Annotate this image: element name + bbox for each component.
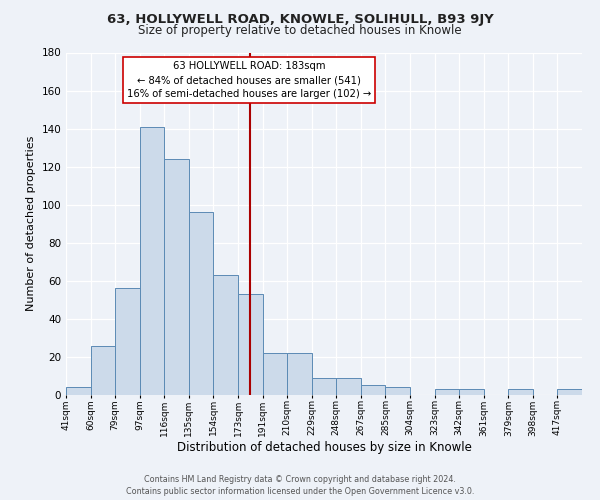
Text: 63, HOLLYWELL ROAD, KNOWLE, SOLIHULL, B93 9JY: 63, HOLLYWELL ROAD, KNOWLE, SOLIHULL, B9… <box>107 12 493 26</box>
Text: 63 HOLLYWELL ROAD: 183sqm
← 84% of detached houses are smaller (541)
16% of semi: 63 HOLLYWELL ROAD: 183sqm ← 84% of detac… <box>127 61 371 99</box>
Bar <box>115 288 140 395</box>
Bar <box>66 388 91 395</box>
Bar <box>189 212 214 395</box>
Bar <box>214 275 238 395</box>
Bar <box>336 378 361 395</box>
Bar <box>91 346 115 395</box>
Bar <box>361 386 385 395</box>
Bar <box>385 388 410 395</box>
Text: Contains HM Land Registry data © Crown copyright and database right 2024.
Contai: Contains HM Land Registry data © Crown c… <box>126 475 474 496</box>
Text: Size of property relative to detached houses in Knowle: Size of property relative to detached ho… <box>138 24 462 37</box>
Bar <box>312 378 336 395</box>
Bar <box>287 353 312 395</box>
Bar <box>434 390 459 395</box>
Bar <box>557 390 582 395</box>
Bar <box>459 390 484 395</box>
Bar <box>238 294 263 395</box>
Y-axis label: Number of detached properties: Number of detached properties <box>26 136 36 312</box>
X-axis label: Distribution of detached houses by size in Knowle: Distribution of detached houses by size … <box>176 441 472 454</box>
Bar <box>140 126 164 395</box>
Bar <box>508 390 533 395</box>
Bar <box>263 353 287 395</box>
Bar <box>164 159 189 395</box>
